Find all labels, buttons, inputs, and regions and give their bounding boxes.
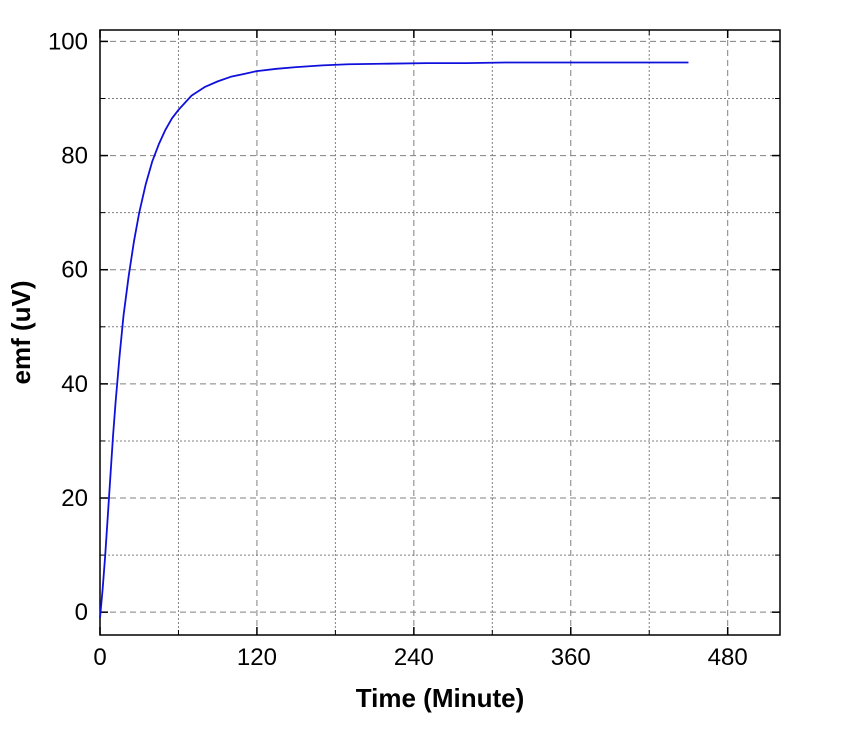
x-tick-label: 360 [551, 644, 591, 671]
y-tick-label: 60 [61, 257, 88, 284]
y-tick-label: 20 [61, 485, 88, 512]
emf-curve [100, 63, 688, 618]
x-tick-label: 120 [237, 644, 277, 671]
y-tick-label: 40 [61, 371, 88, 398]
y-tick-label: 80 [61, 143, 88, 170]
plot-border [100, 30, 780, 635]
y-tick-label: 100 [48, 28, 88, 55]
x-tick-label: 480 [708, 644, 748, 671]
x-tick-label: 0 [93, 644, 106, 671]
line-chart: 0 120 240 360 480 0 20 40 60 80 100 Time (Minute) em… [0, 0, 865, 736]
y-axis-label: emf (uV) [6, 281, 36, 385]
y-tick-label: 0 [75, 599, 88, 626]
x-tick-label: 240 [394, 644, 434, 671]
chart-container: { "chart": { "type": "line", "width": 86… [0, 0, 865, 736]
x-axis-label: Time (Minute) [356, 683, 525, 713]
